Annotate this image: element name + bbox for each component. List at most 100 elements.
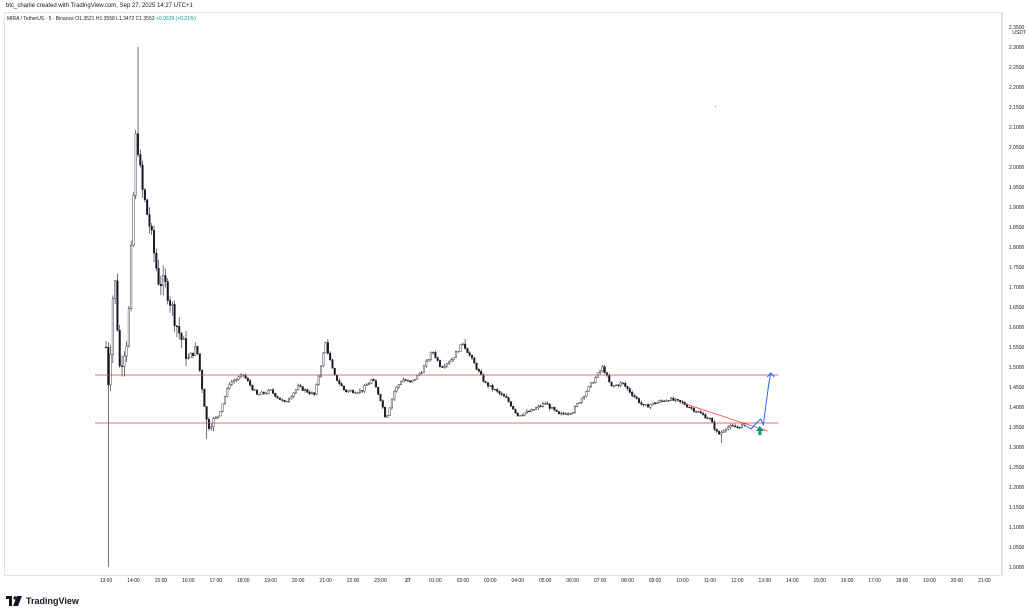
candle-body xyxy=(127,308,130,347)
candle-body xyxy=(516,412,519,416)
candle-body xyxy=(104,346,107,349)
candle-body xyxy=(139,154,142,166)
candle-body xyxy=(715,429,718,432)
candle-body xyxy=(454,351,457,358)
price-axis[interactable]: USDT xyxy=(1002,12,1032,576)
candle-body xyxy=(294,389,297,394)
candle-body xyxy=(404,379,407,381)
candle-body xyxy=(198,353,201,371)
candle-body xyxy=(436,357,439,361)
candle-body xyxy=(445,363,448,367)
candle-body xyxy=(315,384,318,395)
price-tick-label: 1.7500 xyxy=(1009,265,1025,271)
ohlc-high: H1.3558 xyxy=(95,16,115,22)
candle-body xyxy=(468,352,471,356)
candle-body xyxy=(466,348,469,353)
candle-body xyxy=(734,425,737,428)
candle-body xyxy=(548,404,551,409)
candle-body xyxy=(178,326,181,334)
candle-body xyxy=(114,280,117,299)
candle-body xyxy=(342,385,345,391)
time-tick-label: 04:00 xyxy=(511,578,524,584)
time-tick-label: 02:00 xyxy=(457,578,470,584)
candle-body xyxy=(148,214,151,227)
candle-body xyxy=(649,404,652,408)
candle-body xyxy=(603,366,606,374)
candle-body xyxy=(336,374,339,381)
price-tick-label: 1.6000 xyxy=(1009,325,1025,331)
candle-body xyxy=(239,374,242,377)
candle-body xyxy=(402,379,405,383)
candle-body xyxy=(555,409,558,412)
candle-body xyxy=(493,389,496,391)
tradingview-logo: TradingView xyxy=(6,596,79,606)
time-tick-label: 23:00 xyxy=(374,578,387,584)
time-tick-label: 11:00 xyxy=(704,578,716,584)
time-tick-label: 09:00 xyxy=(649,578,662,584)
candle-body xyxy=(578,402,581,404)
candle-body xyxy=(459,344,462,352)
candle-body xyxy=(338,380,341,384)
candle-body xyxy=(310,392,313,394)
candle-body xyxy=(505,396,508,398)
candle-body xyxy=(589,382,592,387)
candle-body xyxy=(640,402,643,405)
candle-body xyxy=(111,298,114,355)
candle-body xyxy=(253,389,256,391)
time-tick-label: 21:00 xyxy=(319,578,332,584)
symbol-legend[interactable]: MIRA / TetherUS · 5 · Binance O1.3521 H1… xyxy=(7,16,196,22)
candle-body xyxy=(562,412,565,415)
price-tick-label: 1.7000 xyxy=(1009,285,1025,291)
chart-pane[interactable] xyxy=(4,12,1002,576)
ohlc-close: C1.3553 xyxy=(135,16,155,22)
candle-body xyxy=(615,384,618,386)
candle-body xyxy=(397,384,400,388)
candle-body xyxy=(278,397,281,400)
price-tick-label: 1.0500 xyxy=(1009,545,1025,551)
candle-body xyxy=(532,409,535,411)
candle-body xyxy=(210,426,213,429)
ohlc-low: L1.3472 xyxy=(116,16,135,22)
candle-body xyxy=(471,355,474,359)
candle-body xyxy=(628,388,631,393)
price-tick-label: 1.8000 xyxy=(1009,245,1025,251)
price-tick-label: 2.3000 xyxy=(1009,45,1025,51)
candle-body xyxy=(551,407,554,409)
candle-body xyxy=(283,399,286,402)
candle-body xyxy=(507,397,510,402)
candle-body xyxy=(738,426,741,429)
candle-body xyxy=(180,332,183,340)
candle-body xyxy=(644,404,647,406)
candle-body xyxy=(727,426,730,430)
candle-body xyxy=(249,380,252,386)
candle-body xyxy=(329,352,332,361)
candle-body xyxy=(519,415,522,417)
candle-body xyxy=(713,421,716,430)
projection-path xyxy=(743,372,772,430)
candle-body xyxy=(352,390,355,393)
candle-body xyxy=(221,403,224,412)
candle-body xyxy=(512,406,515,410)
candle-body xyxy=(690,407,693,409)
candle-body xyxy=(599,370,602,374)
candle-body xyxy=(491,385,494,390)
candle-body xyxy=(605,372,608,376)
candle-body xyxy=(498,391,501,394)
candle-body xyxy=(708,417,711,420)
time-tick-label: 27 xyxy=(405,578,411,584)
candle-body xyxy=(288,398,291,402)
time-tick-label: 17:00 xyxy=(210,578,223,584)
candle-body xyxy=(269,389,272,391)
candle-body xyxy=(205,406,208,420)
candle-body xyxy=(358,390,361,393)
candle-body xyxy=(688,406,691,409)
candle-body xyxy=(324,342,327,354)
price-tick-label: 1.5500 xyxy=(1009,345,1025,351)
candle-body xyxy=(729,425,732,428)
candle-body xyxy=(535,407,538,410)
candle-body xyxy=(665,400,668,402)
candle-body xyxy=(429,352,432,360)
candle-body xyxy=(246,377,249,381)
candle-body xyxy=(166,281,169,301)
